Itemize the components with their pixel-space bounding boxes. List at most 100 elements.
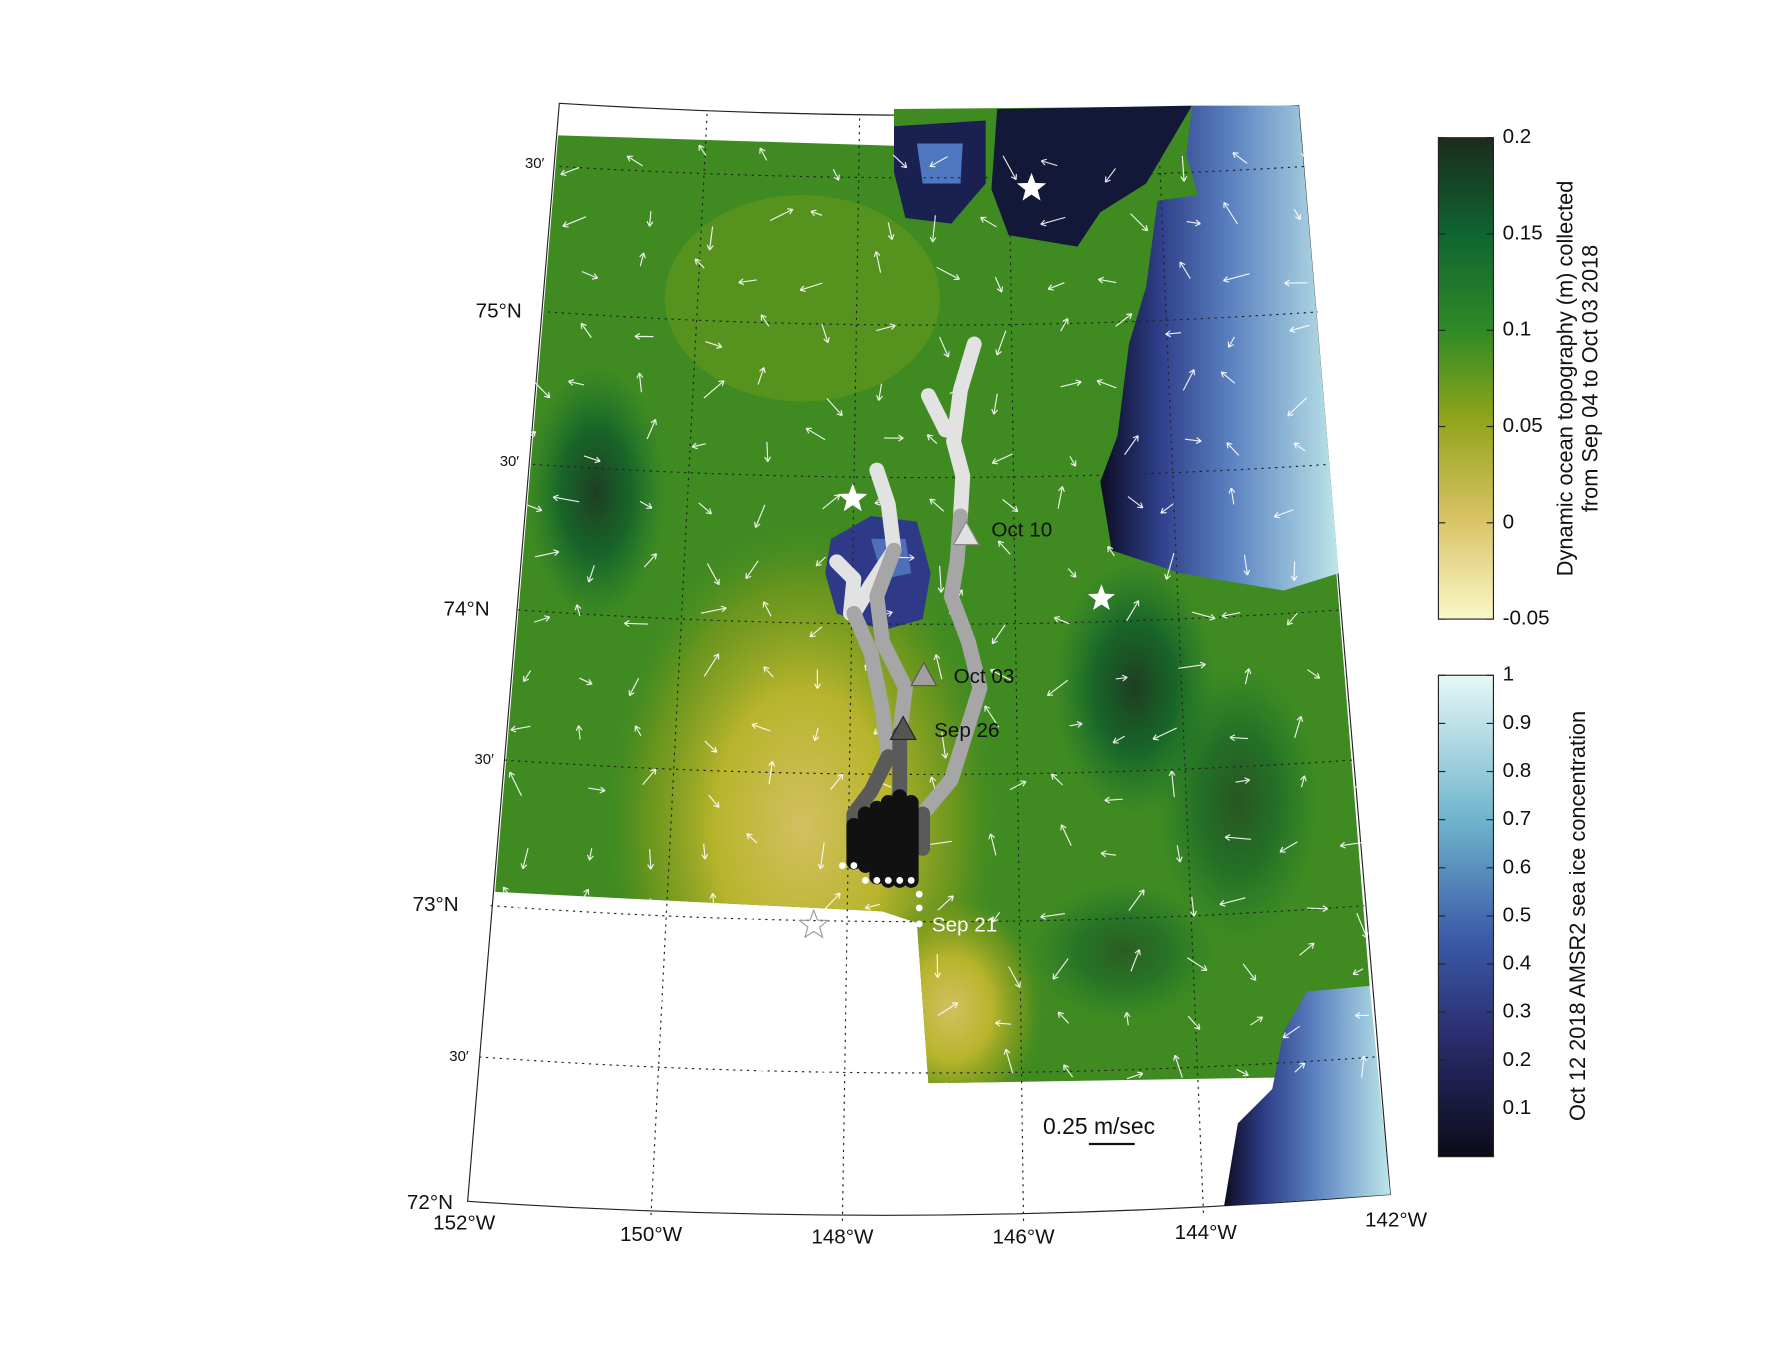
arrow — [700, 605, 727, 614]
arrow — [936, 266, 960, 281]
arrow — [765, 1021, 772, 1046]
arrow — [1096, 379, 1117, 389]
arrow — [887, 222, 895, 241]
arrow — [579, 1011, 592, 1031]
sea-ice — [825, 105, 1391, 1206]
arrow — [634, 332, 654, 340]
lat-label: 30′ — [500, 454, 520, 470]
arrow — [1357, 618, 1367, 631]
arrow — [1236, 1068, 1249, 1077]
arrow — [1069, 720, 1083, 728]
lat-label: 73°N — [413, 893, 459, 916]
arrow — [646, 418, 657, 440]
arrow — [1115, 313, 1133, 327]
arrow — [642, 768, 657, 786]
arrow — [873, 251, 882, 273]
arrow — [1008, 966, 1021, 988]
arrow — [535, 549, 560, 558]
arrow — [643, 553, 658, 568]
arrow — [1057, 486, 1065, 509]
arrow — [523, 333, 537, 340]
annotation: Sep 21 — [932, 914, 997, 937]
arrow — [1244, 668, 1252, 685]
arrow — [1287, 397, 1308, 417]
colorbar-tick-label: -0.05 — [1503, 607, 1550, 630]
arrow — [822, 494, 841, 510]
arrow — [1187, 1015, 1201, 1030]
stars — [798, 172, 1116, 939]
arrow — [1190, 896, 1197, 917]
arrow — [746, 912, 759, 920]
arrow — [1300, 775, 1307, 788]
lon-label: 152°W — [433, 1212, 496, 1235]
annotation: Sep 26 — [934, 719, 999, 742]
arrow — [990, 668, 1012, 681]
arrow — [1060, 824, 1072, 846]
arrow — [628, 678, 640, 697]
lat-label: 30′ — [475, 752, 495, 768]
lon-label: 150°W — [620, 1223, 683, 1246]
arrow — [1003, 1048, 1014, 1074]
arrow — [929, 156, 948, 168]
arrow — [1191, 611, 1216, 621]
arrow — [562, 216, 587, 228]
arrow — [577, 888, 590, 908]
arrow — [1354, 441, 1371, 449]
arrow — [945, 1082, 956, 1109]
axis-labels: 72°N 30′ 73°N 30′ 74°N 30′ 75°N 30′ 152°… — [407, 156, 1428, 1248]
arrow — [699, 1076, 717, 1083]
arrow — [1219, 897, 1246, 907]
arrow — [830, 773, 844, 790]
arrow — [569, 1056, 589, 1071]
arrow — [1112, 735, 1125, 744]
star — [838, 483, 868, 512]
arrow — [709, 892, 717, 913]
colorbar-title: Dynamic ocean topography (m) collected — [1553, 181, 1578, 577]
arrow — [1307, 669, 1321, 679]
scale-label: 0.25 m/sec — [1043, 1113, 1155, 1139]
arrow — [736, 956, 762, 966]
arrow — [864, 903, 880, 911]
arrow — [1294, 715, 1304, 739]
colorbar — [1437, 674, 1495, 1158]
arrow — [534, 615, 551, 623]
arrow — [654, 999, 663, 1015]
arrow — [1289, 324, 1310, 333]
lon-label: 146°W — [992, 1225, 1055, 1248]
arrow — [694, 258, 705, 269]
arrow — [1337, 271, 1365, 282]
arrow — [875, 960, 884, 972]
arrow — [763, 666, 774, 678]
arrow — [991, 624, 1006, 645]
arrow — [941, 731, 949, 759]
arrow — [522, 430, 537, 443]
arrow — [1221, 611, 1241, 619]
arrow — [1343, 203, 1369, 213]
arrow — [1052, 958, 1069, 980]
arrow — [502, 886, 521, 909]
arrow — [581, 270, 599, 280]
arrow — [746, 833, 758, 844]
arrow — [1294, 1062, 1306, 1073]
arrow — [579, 677, 593, 686]
arrow — [1229, 734, 1249, 742]
colorbar-tick-label: 0.1 — [1503, 1096, 1532, 1119]
arrow — [1273, 509, 1294, 519]
arrow — [937, 565, 945, 593]
arrow — [1284, 279, 1308, 287]
colorbars: -0.05 0 0.05 0.1 0.15 0.2 Dynamic ocean topogr… — [1437, 125, 1603, 1158]
colorbar-tick-label: 0.15 — [1503, 221, 1543, 244]
arrow — [1186, 219, 1201, 227]
arrow — [758, 1065, 775, 1073]
lon-label: 144°W — [1175, 1221, 1238, 1244]
arrow — [933, 654, 943, 680]
arrow — [762, 601, 772, 617]
arrow — [698, 502, 712, 515]
arrow — [1046, 679, 1069, 697]
arrow — [1364, 162, 1383, 171]
colorbar-title: from Sep 04 to Oct 03 2018 — [1578, 245, 1603, 512]
arrow — [833, 960, 853, 968]
arrow — [1009, 780, 1027, 791]
arrow — [1063, 1064, 1073, 1078]
arrow — [649, 898, 661, 912]
